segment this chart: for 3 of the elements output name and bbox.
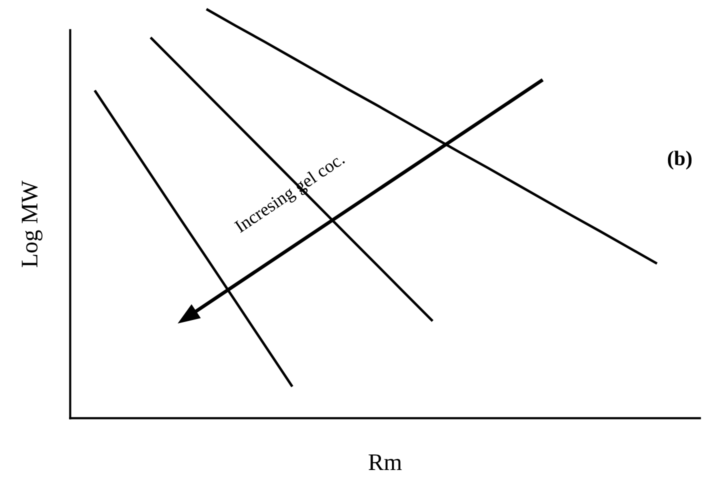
x-axis-title: Rm <box>368 454 402 470</box>
y-axis-title: Log MW <box>22 180 42 268</box>
annotation: (b) <box>668 150 692 170</box>
